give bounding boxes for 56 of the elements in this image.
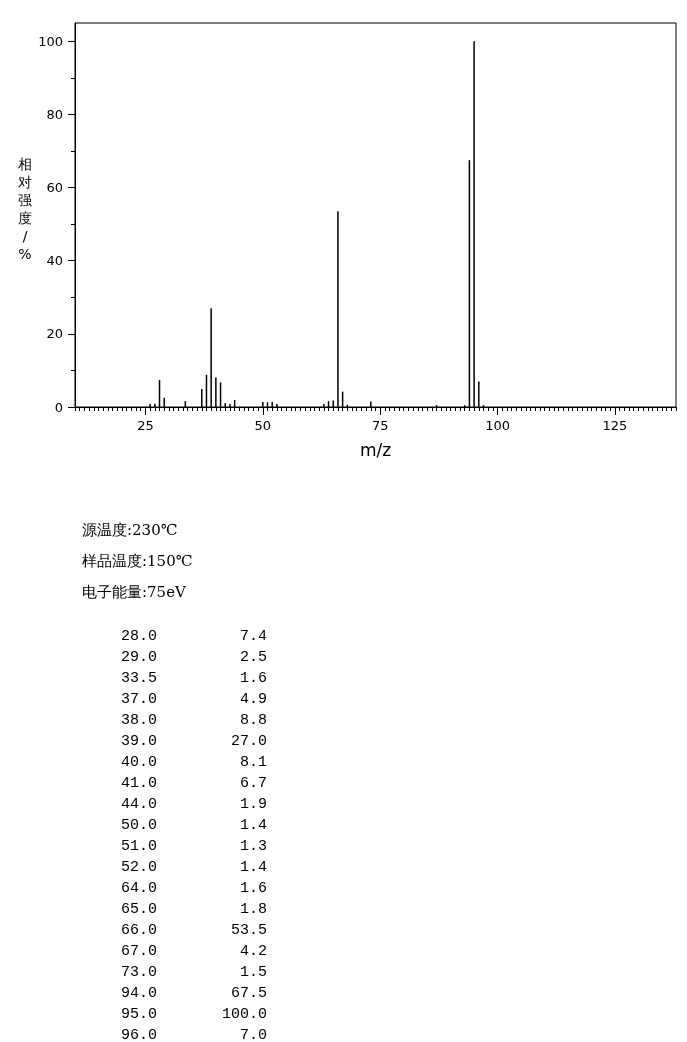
text: 39.0 xyxy=(120,732,157,752)
text: 2.5 xyxy=(239,648,267,668)
y-tick-label: 60 xyxy=(46,180,63,196)
text: 源温度:230℃ xyxy=(82,520,179,541)
text: 67.0 xyxy=(120,942,157,962)
text: 1.9 xyxy=(239,795,267,815)
text: 1.6 xyxy=(239,879,267,899)
x-tick-label: 125 xyxy=(602,418,628,433)
y-tick-label: 0 xyxy=(54,399,63,415)
text: 4.9 xyxy=(239,690,267,710)
text: 44.0 xyxy=(120,795,157,815)
x-axis-title: m/z xyxy=(359,439,392,460)
x-tick-label: 25 xyxy=(137,418,154,433)
text: 8.1 xyxy=(239,753,267,773)
text: 52.0 xyxy=(120,858,157,878)
text: 94.0 xyxy=(120,984,157,1004)
text: 33.5 xyxy=(120,669,157,689)
text: 1.4 xyxy=(239,816,267,836)
text: 1.4 xyxy=(239,858,267,878)
y-tick-label: 20 xyxy=(46,326,63,342)
text: 51.0 xyxy=(120,837,157,857)
text: 28.0 xyxy=(120,627,157,647)
text: 7.4 xyxy=(239,627,267,647)
text: 50.0 xyxy=(120,816,157,836)
text: 7.0 xyxy=(239,1026,267,1042)
text: 8.8 xyxy=(239,711,267,731)
text: 100.0 xyxy=(221,1005,267,1025)
text: 4.2 xyxy=(239,942,267,962)
text: 64.0 xyxy=(120,879,157,899)
text: 样品温度:150℃ xyxy=(82,551,193,572)
text: 1.5 xyxy=(239,963,267,983)
y-tick-label: 80 xyxy=(46,106,63,122)
y-axis-title: 相对强度/% xyxy=(17,155,33,263)
text: 66.0 xyxy=(120,921,157,941)
text: 41.0 xyxy=(120,774,157,794)
text: 67.5 xyxy=(230,984,267,1004)
text: 1.6 xyxy=(239,669,267,689)
x-tick-label: 75 xyxy=(371,418,389,433)
text: 73.0 xyxy=(120,963,157,983)
text: 53.5 xyxy=(230,921,267,941)
text: 96.0 xyxy=(120,1026,157,1042)
text: 29.0 xyxy=(120,648,157,668)
text: 65.0 xyxy=(120,900,157,920)
y-tick-label: 100 xyxy=(38,33,63,49)
text: 电子能量:75eV xyxy=(82,582,187,603)
text: 1.8 xyxy=(239,900,267,920)
text: 27.0 xyxy=(230,732,267,752)
text: 38.0 xyxy=(120,711,157,731)
text: 95.0 xyxy=(120,1005,157,1025)
text: 40.0 xyxy=(120,753,157,773)
y-tick-label: 40 xyxy=(46,253,63,269)
text: 6.7 xyxy=(239,774,267,794)
text: 37.0 xyxy=(120,690,157,710)
text: 1.3 xyxy=(239,837,267,857)
x-tick-label: 100 xyxy=(485,418,510,433)
x-tick-label: 50 xyxy=(254,418,272,433)
